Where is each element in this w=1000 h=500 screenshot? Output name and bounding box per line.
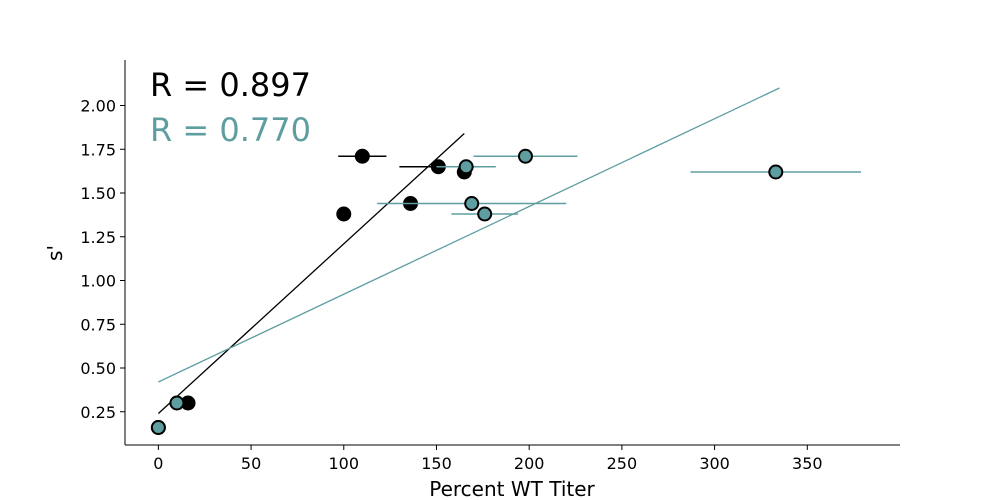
x-ticks: 0 50 100 150 200 250 300 350 — [153, 445, 823, 473]
axes — [124, 60, 900, 446]
y-tick-label: 1.25 — [80, 228, 116, 247]
data-point-series-2 — [464, 196, 480, 211]
y-tick-label: 1.50 — [80, 184, 116, 203]
r-label-black: R = 0.897 — [150, 66, 311, 104]
fit-line-series-2 — [158, 87, 780, 383]
y-tick-label: 0.25 — [80, 403, 116, 422]
x-tick-label: 350 — [792, 454, 823, 473]
y-tick-label: 1.75 — [80, 140, 116, 159]
x-tick-label: 250 — [607, 454, 638, 473]
y-tick-label: 0.50 — [80, 359, 116, 378]
y-tick-label: 0.75 — [80, 315, 116, 334]
y-tick-label: 2.00 — [80, 97, 116, 116]
fit-line-series-1 — [157, 133, 465, 414]
data-point-series-2 — [768, 164, 784, 180]
data-point-series-1 — [336, 206, 352, 222]
data-point-series-2 — [517, 148, 533, 164]
x-tick-label: 50 — [241, 454, 261, 473]
y-axis-label: s' — [43, 245, 67, 261]
x-axis-label: Percent WT Titer — [429, 477, 595, 500]
data-point-series-2 — [458, 159, 474, 175]
x-tick-label: 200 — [514, 454, 545, 473]
y-ticks: 0.25 0.50 0.75 1.00 1.25 1.50 1.75 2.00 — [80, 97, 125, 422]
y-tick-label: 1.00 — [80, 272, 116, 291]
data-point-series-2 — [150, 420, 166, 435]
data-point-series-1 — [354, 148, 370, 164]
data-point-series-2 — [169, 395, 185, 411]
x-tick-label: 100 — [329, 454, 360, 473]
x-tick-label: 300 — [699, 454, 730, 473]
r-label-teal: R = 0.770 — [150, 111, 311, 149]
x-tick-label: 150 — [421, 454, 452, 473]
data-point-series-2 — [477, 206, 493, 222]
x-tick-label: 0 — [153, 454, 163, 473]
plot-area — [150, 87, 862, 435]
